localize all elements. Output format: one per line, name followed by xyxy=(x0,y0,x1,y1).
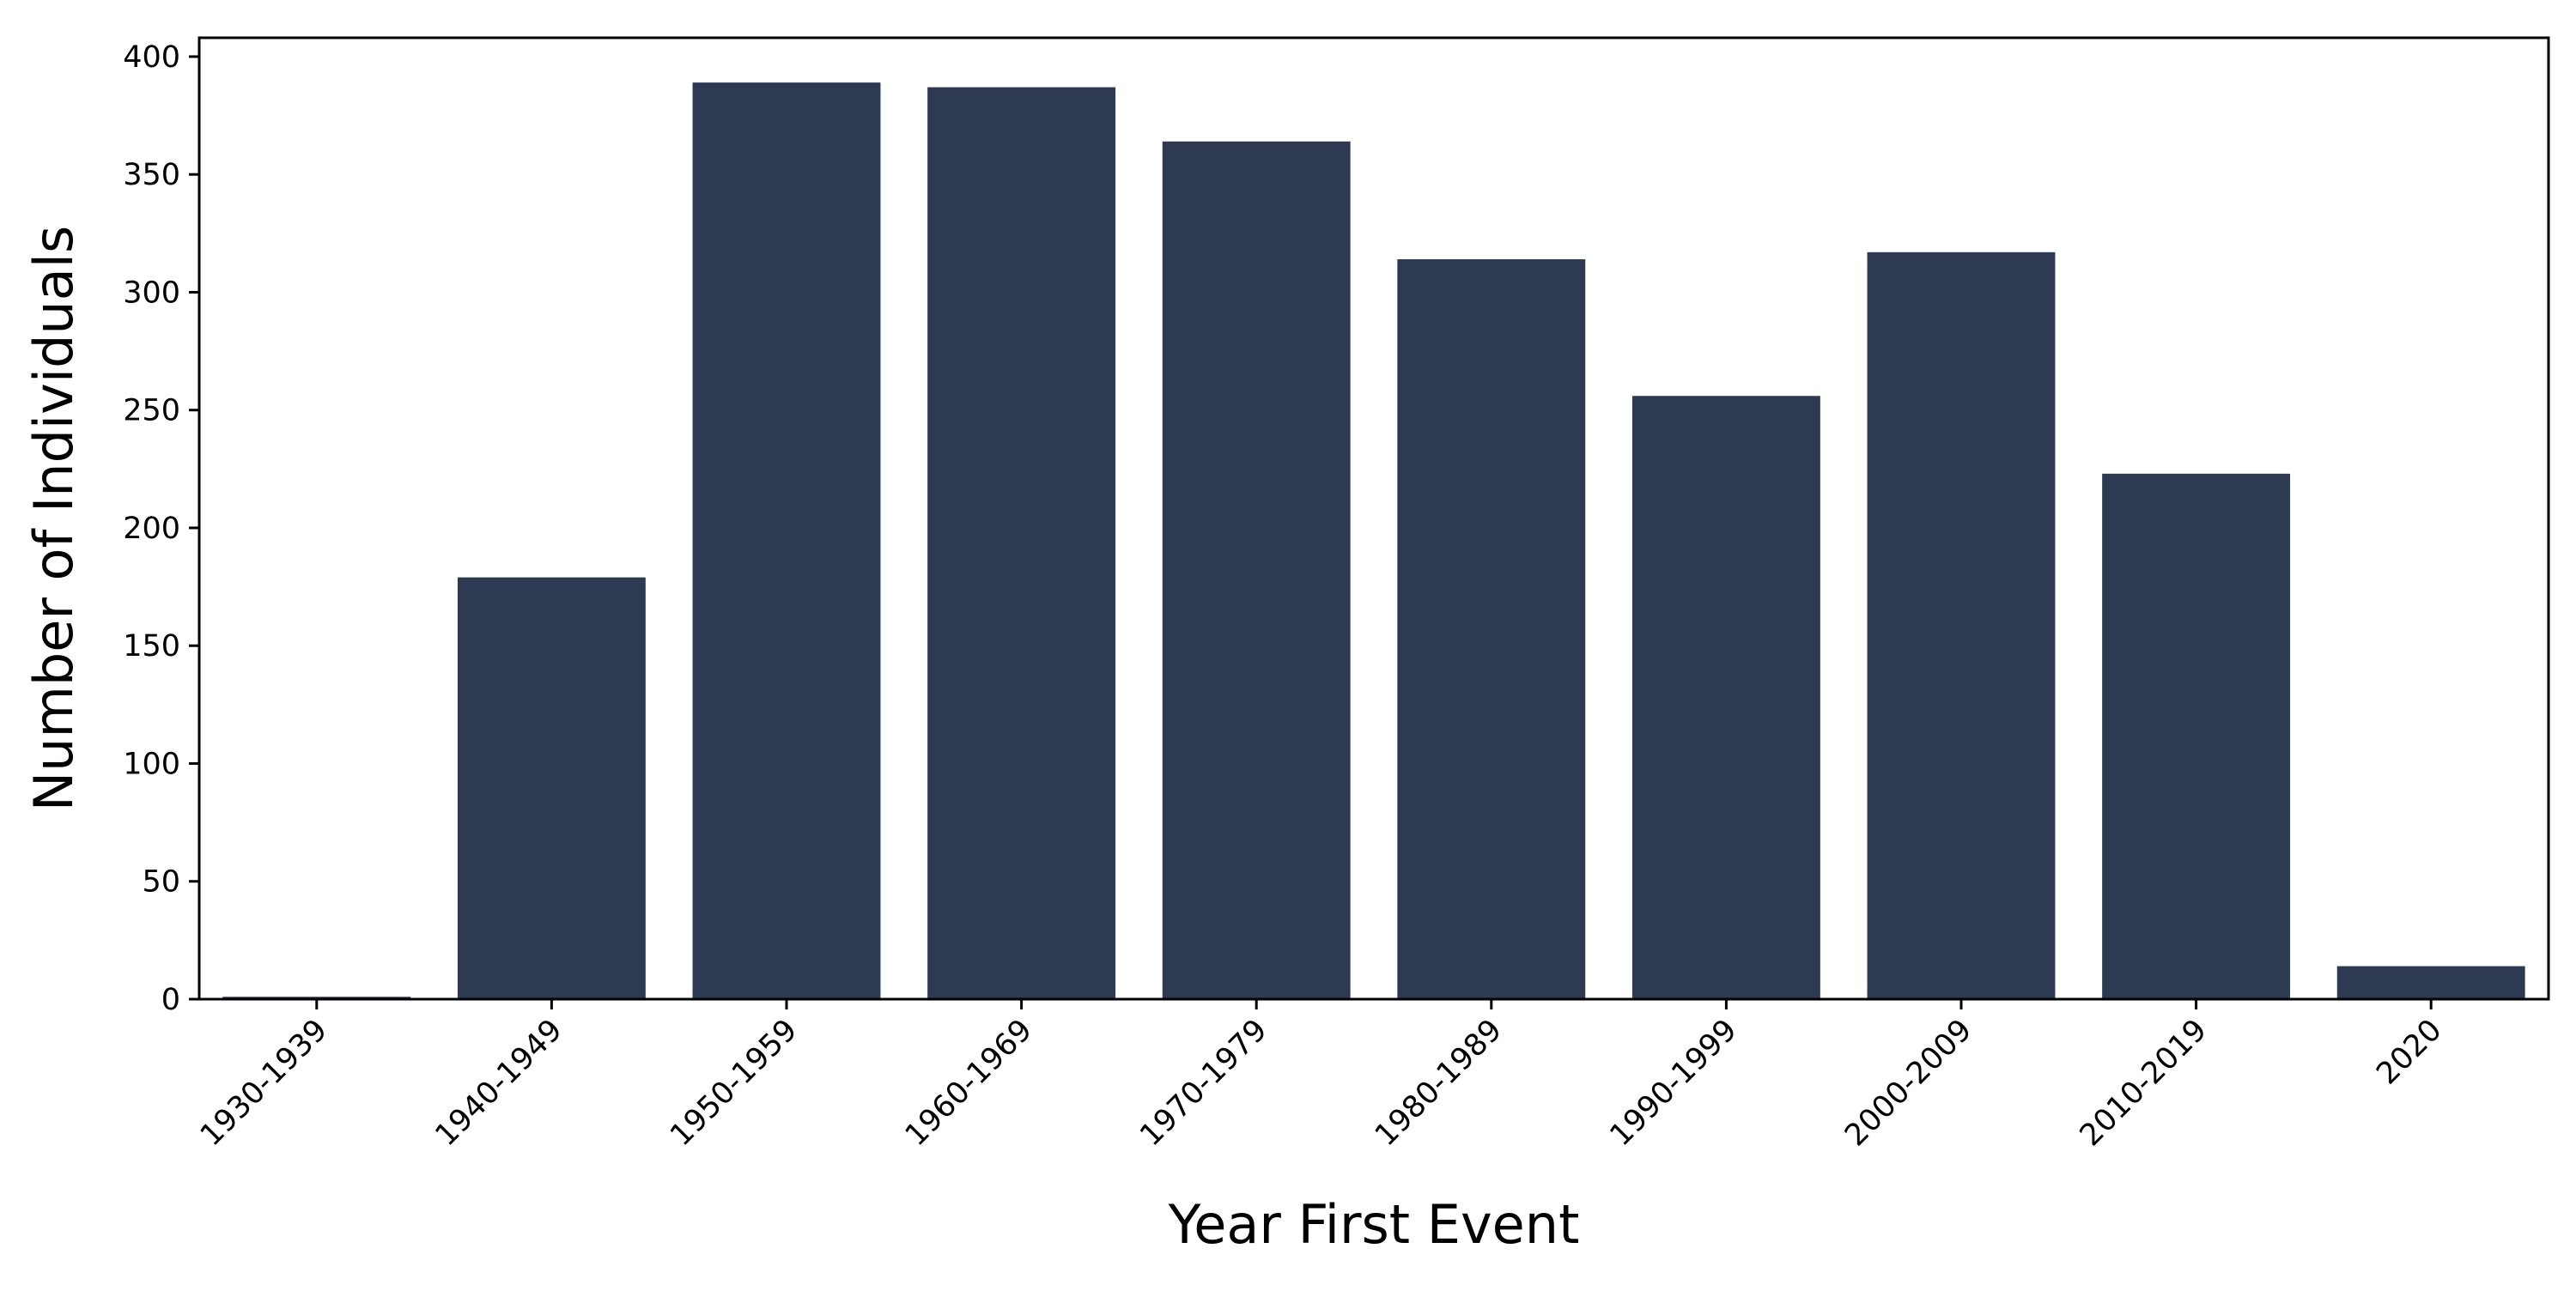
x-tick-label: 1950-1959 xyxy=(664,1013,804,1153)
y-axis-ticks: 0 50 100 150 200 250 300 350 400 xyxy=(123,40,199,1017)
bar-1970-1979 xyxy=(1162,141,1351,1000)
bar-1940-1949 xyxy=(457,577,646,999)
y-tick-label: 250 xyxy=(123,394,180,428)
bar-2020 xyxy=(2336,966,2525,999)
y-tick-label: 150 xyxy=(123,629,180,664)
bar-2000-2009 xyxy=(1867,252,2056,999)
y-axis-title: Number of Individuals xyxy=(22,226,85,811)
y-tick-label: 100 xyxy=(123,747,180,781)
x-tick-label: 1970-1979 xyxy=(1133,1013,1273,1153)
axes-layer xyxy=(197,36,2550,1001)
y-tick-label: 50 xyxy=(142,865,180,900)
x-tick-label: 1960-1969 xyxy=(899,1013,1039,1153)
x-tick-label: 1990-1999 xyxy=(1604,1013,1744,1153)
bar-1950-1959 xyxy=(692,82,881,999)
bar-1960-1969 xyxy=(927,87,1116,999)
x-tick-label: 1980-1989 xyxy=(1369,1013,1509,1153)
y-tick-label: 300 xyxy=(123,276,180,310)
x-tick-label: 2000-2009 xyxy=(1838,1013,1978,1153)
bar-1990-1999 xyxy=(1631,396,1820,1000)
y-tick-label: 0 xyxy=(161,983,180,1017)
x-axis-ticks: 1930-1939 1940-1949 1950-1959 1960-1969 1970… xyxy=(194,999,2449,1153)
x-tick-label: 2010-2019 xyxy=(2074,1013,2214,1153)
bar-1980-1989 xyxy=(1397,259,1586,1000)
bars-layer xyxy=(222,82,2525,1000)
x-tick-label: 2020 xyxy=(2370,1013,2448,1091)
x-axis-title: Year First Event xyxy=(1168,1193,1580,1256)
y-tick-label: 350 xyxy=(123,158,180,192)
x-tick-label: 1930-1939 xyxy=(194,1013,334,1153)
x-tick-label: 1940-1949 xyxy=(429,1013,569,1153)
y-tick-label: 200 xyxy=(123,512,180,546)
bar-2010-2019 xyxy=(2102,473,2291,999)
y-tick-label: 400 xyxy=(123,40,180,75)
plot-frame xyxy=(197,36,2550,1001)
